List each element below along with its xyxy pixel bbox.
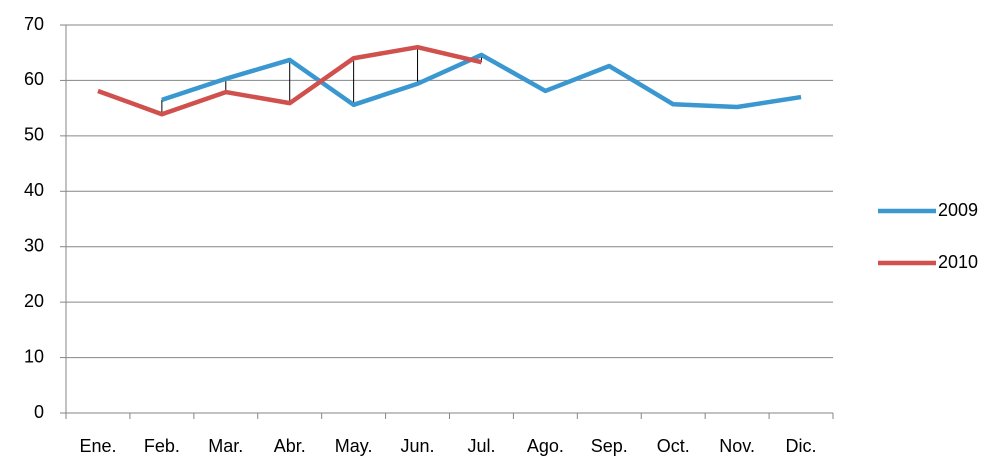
y-tick-label: 10 [24,346,44,366]
x-tick-label: Sep. [591,436,628,456]
x-tick-label: Dic. [786,436,817,456]
x-tick-label: Jul. [467,436,495,456]
y-tick-label: 50 [24,125,44,145]
y-tick-label: 40 [24,180,44,200]
x-tick-label: Ene. [79,436,116,456]
x-tick-label: Mar. [208,436,243,456]
series-line [97,44,482,117]
x-tick-label: Oct. [657,436,690,456]
y-tick-label: 70 [24,14,44,34]
series-line [161,52,802,110]
y-tick-label: 60 [24,69,44,89]
x-tick-label: May. [335,436,373,456]
legend-label: 2009 [938,200,978,220]
x-tick-label: Jun. [401,436,435,456]
legend-label: 2010 [938,252,978,272]
x-tick-label: Abr. [274,436,306,456]
x-tick-label: Feb. [144,436,180,456]
y-tick-label: 20 [24,291,44,311]
y-tick-label: 0 [34,402,44,422]
x-tick-label: Nov. [719,436,755,456]
x-tick-label: Ago. [527,436,564,456]
y-tick-label: 30 [24,235,44,255]
